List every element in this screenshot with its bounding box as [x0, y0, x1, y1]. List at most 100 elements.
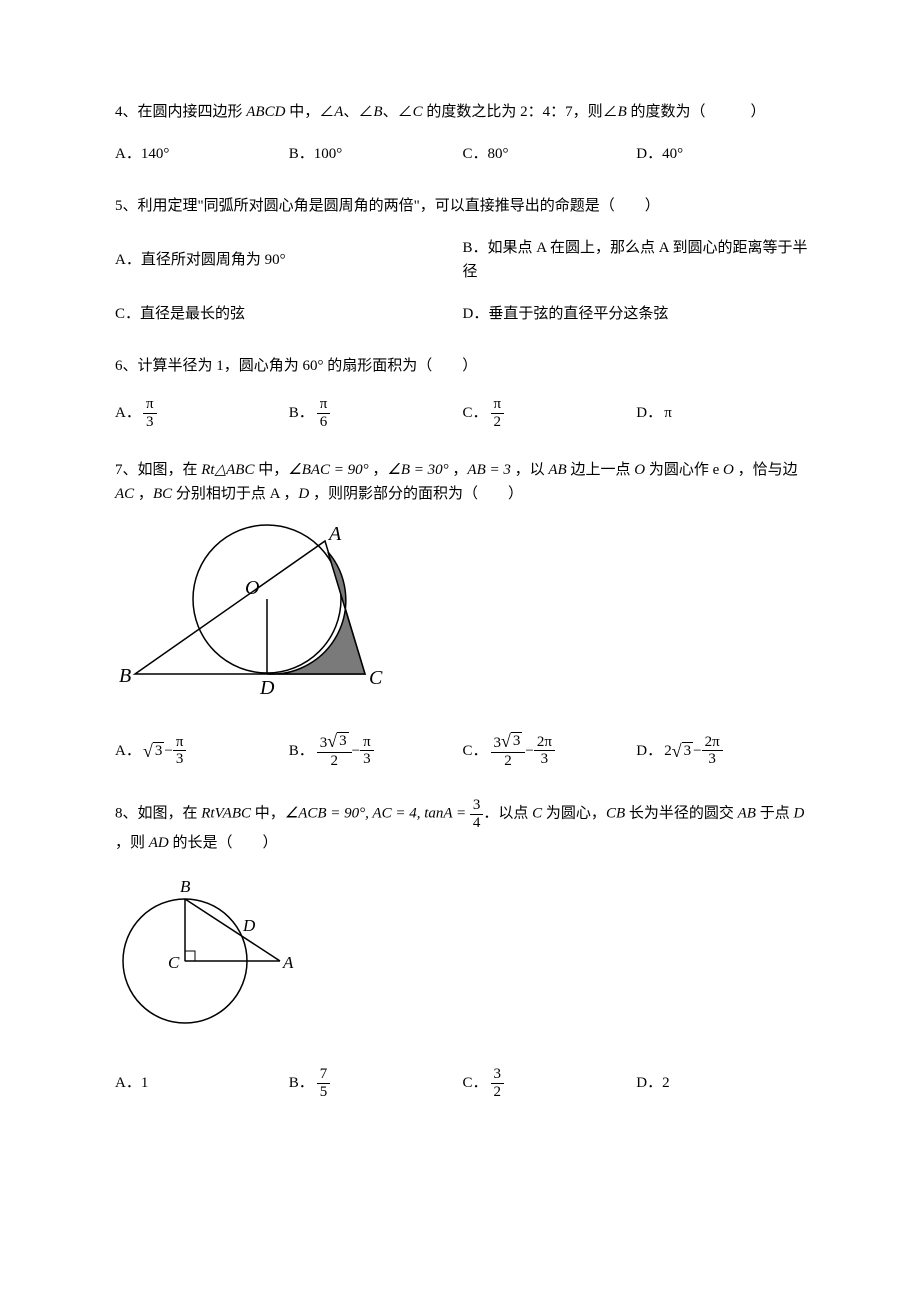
q4-mid3: 、∠ [383, 104, 413, 120]
q6-choice-d: D． π [636, 396, 810, 430]
q8-svg: B C A D [115, 873, 295, 1033]
q6-a-den: 3 [143, 414, 157, 431]
q5-choice-c: C．直径是最长的弦 [115, 302, 463, 326]
q8-label-d: D [242, 916, 256, 935]
q6-d-label: D． [636, 401, 664, 425]
q7-O2: O [723, 462, 734, 478]
q7-c-minus: − [525, 739, 533, 763]
q7-d-label: D． [636, 739, 664, 763]
q8-t8: 的长是（ ） [169, 835, 278, 851]
q7-choice-c: C． 3√3 2 − 2π 3 [463, 732, 637, 769]
q7-c-num2: 2π [534, 734, 555, 752]
q4-suffix: 的度数为（ ） [627, 104, 766, 120]
question-4: 4、在圆内接四边形 ABCD 中，∠A、∠B、∠C 的度数之比为 2：4：7，则… [115, 100, 810, 166]
q8-t4: 为圆心， [542, 805, 606, 821]
q5-choices-1: A．直径所对圆周角为 90° B．如果点 A 在圆上，那么点 A 到圆心的距离等… [115, 236, 810, 284]
q8-label-b: B [180, 877, 191, 896]
q7-c-n1: 3 [494, 735, 502, 751]
q8-t5: 长为半径的圆交 [625, 805, 738, 821]
q5-choices-2: C．直径是最长的弦 D．垂直于弦的直径平分这条弦 [115, 302, 810, 326]
q7-choice-d: D． 2√3 − 2π3 [636, 732, 810, 769]
q7-b-frac1: 3√3 2 [317, 732, 352, 769]
q7-a-label: A． [115, 739, 143, 763]
q8-b-den: 5 [317, 1084, 331, 1101]
q7-b-frac2: π3 [360, 734, 374, 768]
question-8: 8、如图，在 RtVABC 中，∠ACB = 90°, AC = 4, tanA… [115, 797, 810, 1100]
q8-abc: ABC [223, 805, 251, 821]
q8-rt: Rt [201, 805, 214, 821]
q5-choice-b: B．如果点 A 在圆上，那么点 A 到圆心的距离等于半径 [463, 236, 811, 284]
question-7: 7、如图，在 Rt△ABC 中，∠BAC = 90° ，∠B = 30° ，AB… [115, 458, 810, 769]
q8-ad: AD [149, 835, 169, 851]
q7-t10: 分别相切于点 A ， [172, 486, 298, 502]
q4-C: C [413, 104, 423, 120]
q6-choice-a: A． π3 [115, 396, 289, 430]
q6-a-num: π [143, 396, 157, 414]
q7-d-den: 3 [702, 751, 723, 768]
q8-b-label: B． [289, 1071, 317, 1095]
q8-C: C [532, 805, 542, 821]
q7-d-frac: 2π3 [702, 734, 723, 768]
q8-b-frac: 75 [317, 1066, 331, 1100]
q7-d-sqrtv: 3 [682, 742, 694, 760]
q7-c-frac1: 3√3 2 [491, 732, 526, 769]
q7-label-a: A [327, 524, 342, 545]
q7-d-minus: − [693, 739, 701, 763]
sqrt-icon: √ [327, 732, 337, 750]
q4-B: B [373, 104, 382, 120]
q7-a-sqrtv: 3 [153, 742, 165, 760]
q7-ab2: AB [548, 462, 566, 478]
q8-b-num: 7 [317, 1066, 331, 1084]
q7-t6: 边上一点 [567, 462, 635, 478]
q7-c-num1: 3√3 [491, 732, 526, 753]
q7-D: D [298, 486, 309, 502]
question-6: 6、计算半径为 1，圆心角为 60° 的扇形面积为（ ） A． π3 B． π6… [115, 354, 810, 430]
q7-label-b: B [119, 665, 131, 687]
q6-d-val: π [664, 401, 672, 425]
q4-choice-d: D．40° [636, 142, 810, 166]
q8-D: D [793, 805, 804, 821]
q7-c-sqrt: √3 [501, 732, 522, 750]
q7-b-minus: − [352, 739, 360, 763]
q8-t7: ，则 [115, 835, 149, 851]
q8-label-c: C [168, 953, 180, 972]
q7-choice-b: B． 3√3 2 − π3 [289, 732, 463, 769]
q7-c-sqrtv: 3 [511, 732, 523, 750]
q8-tan-den: 4 [470, 815, 484, 832]
q7-t9: ， [134, 486, 153, 502]
q4-choice-c: C．80° [463, 142, 637, 166]
q7-t2: 中， [254, 462, 288, 478]
q4-choice-b: B．100° [289, 142, 463, 166]
q7-t5: ，以 [511, 462, 549, 478]
q7-figure: A B C D O [115, 524, 810, 707]
q8-v: V [215, 805, 223, 821]
q8-acb: ∠ACB = 90°, AC = 4, tanA = [285, 805, 470, 821]
q8-c-num: 3 [491, 1066, 505, 1084]
q6-c-den: 2 [491, 414, 505, 431]
sqrt-icon: √ [143, 742, 153, 760]
q8-t6: 于点 [756, 805, 794, 821]
q7-t11: ，则阴影部分的面积为（ ） [309, 486, 523, 502]
q7-b-num2: π [360, 734, 374, 752]
q8-choice-a: A．1 [115, 1066, 289, 1100]
q7-d-coef: 2 [664, 739, 672, 763]
q7-b-label: B． [289, 739, 317, 763]
q4-text: 4、在圆内接四边形 ABCD 中，∠A、∠B、∠C 的度数之比为 2：4：7，则… [115, 100, 810, 124]
q8-choice-c: C． 32 [463, 1066, 637, 1100]
q5-text: 5、利用定理"同弧所对圆心角是圆周角的两倍"，可以直接推导出的命题是（ ） [115, 194, 810, 218]
q7-label-d: D [259, 677, 275, 699]
q8-c-label: C． [463, 1071, 491, 1095]
q8-choice-b: B． 75 [289, 1066, 463, 1100]
q7-d-num: 2π [702, 734, 723, 752]
q4-mid4: 的度数之比为 2：4：7，则∠ [423, 104, 618, 120]
q7-t1: 7、如图，在 [115, 462, 201, 478]
q8-c-frac: 32 [491, 1066, 505, 1100]
q7-ang1: ∠BAC = 90° [288, 462, 368, 478]
q7-c-label: C． [463, 739, 491, 763]
q7-b-sqrt: √3 [327, 732, 348, 750]
q7-t7: 为圆心作 e [645, 462, 723, 478]
sqrt-icon: √ [501, 732, 511, 750]
q4-mid2: 、∠ [343, 104, 373, 120]
q7-d-sqrt: √3 [672, 742, 693, 760]
q8-t3: ．以点 [483, 805, 532, 821]
